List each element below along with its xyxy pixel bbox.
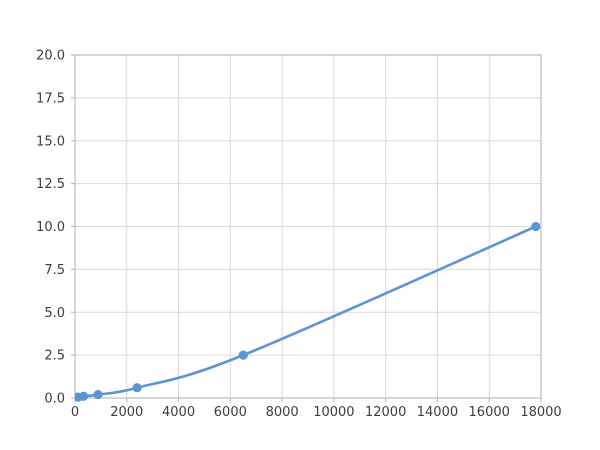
y-tick-label: 0.0 <box>44 392 65 407</box>
x-tick-label: 12000 <box>365 405 406 420</box>
data-point-marker <box>93 389 103 400</box>
series-group <box>75 221 541 402</box>
x-tick-label: 10000 <box>313 405 354 420</box>
data-point-marker <box>78 391 89 401</box>
x-tick-label: 4000 <box>162 405 195 420</box>
x-tick-label: 14000 <box>417 405 458 420</box>
data-point-marker <box>238 350 248 360</box>
data-point-marker <box>531 221 541 232</box>
x-tick-label: 0 <box>71 405 79 420</box>
y-tick-label: 15.0 <box>36 134 65 149</box>
y-tick-label: 12.5 <box>36 177 65 192</box>
x-tick-label: 18000 <box>520 405 561 420</box>
x-tick-label: 16000 <box>469 405 510 420</box>
y-tick-label: 7.5 <box>44 263 65 278</box>
y-tick-label: 5.0 <box>44 306 65 321</box>
y-tick-label: 20.0 <box>36 49 65 64</box>
x-tick-label: 6000 <box>214 405 247 420</box>
x-tick-label: 8000 <box>266 405 299 420</box>
x-tick-label: 2000 <box>110 405 143 420</box>
data-point-marker <box>132 383 142 393</box>
y-tick-label: 10.0 <box>36 220 65 235</box>
y-tick-label: 2.5 <box>44 349 65 364</box>
y-tick-label: 17.5 <box>36 91 65 106</box>
